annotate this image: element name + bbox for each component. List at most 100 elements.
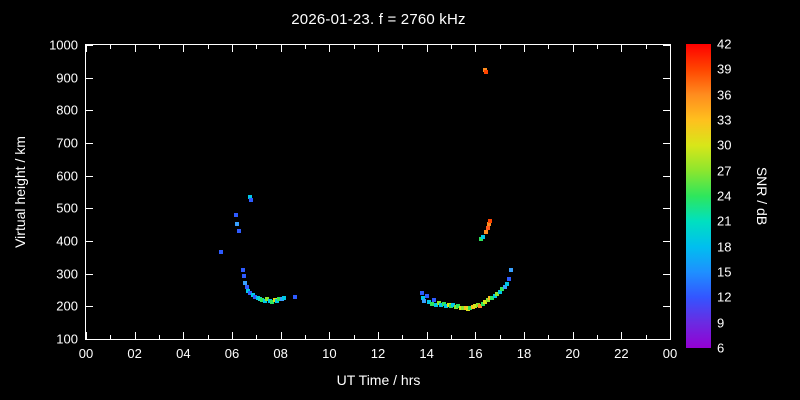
x-tick-label: 14 xyxy=(419,346,434,361)
x-tick-label: 08 xyxy=(273,346,288,361)
scatter-point xyxy=(468,305,473,310)
scatter-point xyxy=(436,301,441,306)
scatter-point xyxy=(422,298,427,303)
x-minor-tick-mark xyxy=(207,335,209,339)
scatter-point xyxy=(282,296,287,301)
colorbar-tick-label: 9 xyxy=(717,315,725,331)
scatter-point xyxy=(456,304,461,309)
x-tick-mark xyxy=(378,45,379,52)
scatter-point xyxy=(219,250,224,255)
x-tick-mark xyxy=(475,332,477,339)
scatter-point xyxy=(275,298,280,303)
y-tick-label: 1000 xyxy=(49,37,78,53)
scatter-point xyxy=(265,297,270,302)
chart-title: 2026-01-23. f = 2760 kHz xyxy=(291,11,466,28)
x-tick-mark xyxy=(86,45,87,52)
colorbar-tick-label: 6 xyxy=(717,340,725,356)
scatter-point xyxy=(485,225,490,230)
scatter-point xyxy=(248,291,253,296)
x-tick-mark xyxy=(572,45,574,52)
x-tick-mark xyxy=(670,45,671,52)
scatter-point xyxy=(495,291,500,296)
y-tick-mark xyxy=(86,339,93,340)
x-tick-label: 00 xyxy=(78,346,94,361)
scatter-point xyxy=(270,300,275,305)
scatter-point xyxy=(485,297,490,302)
scatter-point xyxy=(441,302,446,307)
colorbar-tick-label: 24 xyxy=(717,188,732,204)
scatter-point xyxy=(446,302,451,307)
scatter-point xyxy=(242,274,247,279)
y-tick-mark xyxy=(86,143,93,144)
x-tick-label: 18 xyxy=(516,346,532,361)
x-tick-mark xyxy=(134,45,136,52)
x-tick-mark xyxy=(621,45,623,52)
y-tick-mark xyxy=(663,208,670,210)
y-tick-label: 900 xyxy=(56,70,78,86)
scatter-point xyxy=(434,302,439,307)
y-tick-label: 800 xyxy=(56,102,78,118)
scatter-point xyxy=(444,303,449,308)
x-tick-mark xyxy=(670,332,671,339)
scatter-point xyxy=(461,306,466,311)
x-minor-tick-mark xyxy=(499,45,501,49)
x-minor-tick-mark xyxy=(353,335,355,339)
scatter-point xyxy=(484,69,489,74)
y-tick-mark xyxy=(663,77,670,79)
scatter-point xyxy=(253,294,258,299)
scatter-point xyxy=(466,306,471,311)
scatter-point xyxy=(424,294,429,299)
y-tick-mark xyxy=(663,306,670,308)
scatter-point xyxy=(250,293,255,298)
x-minor-tick-mark xyxy=(499,335,501,339)
x-tick-label: 06 xyxy=(224,346,240,361)
x-minor-tick-mark xyxy=(256,45,258,49)
scatter-point xyxy=(420,295,425,300)
scatter-point xyxy=(257,297,262,302)
x-minor-tick-mark xyxy=(548,335,550,339)
scatter-point xyxy=(463,305,468,310)
x-tick-label: 20 xyxy=(565,346,580,361)
x-minor-tick-mark xyxy=(451,335,452,339)
x-minor-tick-mark xyxy=(645,335,647,339)
x-tick-mark xyxy=(232,45,233,52)
colorbar-tick-label: 30 xyxy=(717,137,732,153)
x-minor-tick-mark xyxy=(256,335,258,339)
scatter-point xyxy=(248,198,253,203)
scatter-point xyxy=(236,229,241,234)
x-minor-tick-mark xyxy=(159,335,160,339)
scatter-point xyxy=(470,304,475,309)
y-axis-label: Virtual height / km xyxy=(12,136,28,248)
scatter-point xyxy=(267,299,272,304)
y-tick-label: 200 xyxy=(56,298,78,314)
y-tick-mark xyxy=(663,339,670,340)
y-tick-mark xyxy=(663,143,670,144)
scatter-point xyxy=(262,298,267,303)
scatter-point xyxy=(453,304,458,309)
scatter-point xyxy=(486,222,491,226)
x-minor-tick-mark xyxy=(353,45,355,49)
y-tick-label: 400 xyxy=(56,233,78,249)
scatter-point xyxy=(492,293,497,298)
x-tick-mark xyxy=(232,332,233,339)
x-minor-tick-mark xyxy=(305,45,306,49)
x-tick-label: 00 xyxy=(662,346,678,361)
x-minor-tick-mark xyxy=(402,45,404,49)
scatter-point xyxy=(240,267,245,272)
scatter-point xyxy=(439,303,444,308)
y-tick-mark xyxy=(86,110,93,112)
scatter-point xyxy=(479,237,484,242)
x-tick-label: 04 xyxy=(176,346,191,361)
y-tick-label: 300 xyxy=(56,266,78,282)
colorbar-tick-label: 36 xyxy=(717,87,732,103)
y-tick-mark xyxy=(663,273,670,275)
scatter-point xyxy=(429,301,434,306)
x-tick-mark xyxy=(329,332,331,339)
x-minor-tick-mark xyxy=(402,335,404,339)
y-tick-mark xyxy=(663,110,670,112)
scatter-point xyxy=(490,296,495,301)
x-tick-mark xyxy=(621,332,623,339)
x-tick-mark xyxy=(134,332,136,339)
colorbar-tick-label: 39 xyxy=(717,61,732,77)
x-tick-mark xyxy=(524,332,525,339)
